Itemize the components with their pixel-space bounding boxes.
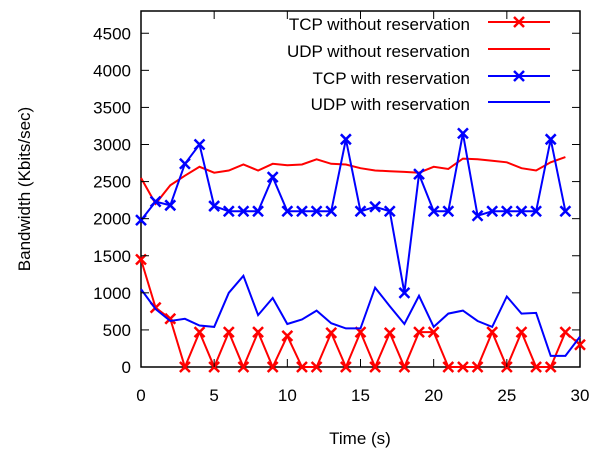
series-layer <box>135 127 586 373</box>
y-tick-label: 2000 <box>93 210 131 229</box>
data-point-0 <box>164 312 177 325</box>
data-point-2 <box>252 205 264 218</box>
series-line-0 <box>140 259 581 370</box>
legend-label-3: UDP with reservation <box>311 95 470 114</box>
y-tick-label: 0 <box>122 358 131 377</box>
data-point-2 <box>164 199 177 212</box>
x-tick-label: 0 <box>136 386 145 405</box>
data-point-2 <box>149 195 162 208</box>
data-point-2 <box>413 168 425 181</box>
data-point-2 <box>354 205 367 218</box>
y-tick-label: 1500 <box>93 247 131 266</box>
legend-label-2: TCP with reservation <box>313 69 470 88</box>
data-point-2 <box>193 138 206 151</box>
data-point-2 <box>383 205 396 218</box>
data-point-0 <box>296 361 308 373</box>
data-point-0 <box>486 326 499 339</box>
data-point-0 <box>398 361 411 373</box>
series-1 <box>140 156 566 206</box>
plot-frame <box>140 10 581 368</box>
x-tick-label: 10 <box>278 386 297 405</box>
series-line-1 <box>140 156 566 206</box>
x-axis-label: Time (s) <box>329 429 391 448</box>
data-point-2 <box>398 286 411 299</box>
data-point-0 <box>266 361 279 373</box>
series-line-3 <box>140 273 581 357</box>
data-point-2 <box>530 205 542 218</box>
data-point-2 <box>471 209 484 222</box>
x-tick-label: 15 <box>351 386 370 405</box>
data-point-0 <box>310 361 323 373</box>
data-point-2 <box>559 205 572 218</box>
legend-label-1: UDP without reservation <box>287 42 470 61</box>
data-point-0 <box>193 326 206 339</box>
data-point-2 <box>237 205 250 218</box>
data-point-0 <box>457 361 469 373</box>
series-0 <box>135 253 586 373</box>
data-point-2 <box>310 205 323 218</box>
data-point-0 <box>442 361 455 373</box>
data-point-2 <box>442 205 455 218</box>
legend-marker-2 <box>513 70 525 82</box>
data-point-2 <box>500 205 513 218</box>
data-point-2 <box>325 205 338 218</box>
y-axis-label: Bandwidth (Kbits/sec) <box>15 107 34 271</box>
data-point-0 <box>427 326 440 339</box>
data-point-0 <box>281 329 294 342</box>
legend-marker-0 <box>513 16 525 28</box>
data-point-0 <box>383 326 396 339</box>
data-point-2 <box>339 133 352 146</box>
data-point-0 <box>325 326 338 339</box>
y-tick-label: 4000 <box>93 61 131 80</box>
data-point-0 <box>179 361 191 373</box>
data-point-2 <box>544 133 557 146</box>
data-point-2 <box>222 205 235 218</box>
data-point-2 <box>135 214 147 227</box>
data-point-2 <box>266 171 279 184</box>
data-point-0 <box>559 326 572 339</box>
data-point-2 <box>369 200 382 213</box>
series-2 <box>135 127 572 299</box>
data-point-2 <box>208 200 221 212</box>
series-3 <box>140 273 581 357</box>
tick-layer: 0 5 10 15 20 25 30 0 500 1000 1500 2000 2500 3000 3500… <box>93 11 589 405</box>
y-tick-label: 3500 <box>93 98 131 117</box>
x-tick-label: 30 <box>571 386 590 405</box>
y-tick-label: 2500 <box>93 173 131 192</box>
data-point-0 <box>237 361 250 373</box>
x-tick-label: 25 <box>497 386 516 405</box>
y-tick-label: 1000 <box>93 284 131 303</box>
data-point-2 <box>457 127 469 140</box>
data-point-2 <box>179 157 191 170</box>
data-point-2 <box>427 205 440 218</box>
data-point-2 <box>281 205 294 218</box>
y-tick-label: 500 <box>103 321 131 340</box>
data-point-0 <box>339 361 352 373</box>
y-tick-label: 3000 <box>93 136 131 155</box>
data-point-0 <box>471 361 484 373</box>
data-point-0 <box>222 326 235 339</box>
data-point-2 <box>296 205 308 218</box>
legend-label-0: TCP without reservation <box>289 15 470 34</box>
data-point-0 <box>252 326 264 339</box>
data-point-0 <box>515 326 528 339</box>
y-tick-label: 4500 <box>93 24 131 43</box>
data-point-2 <box>486 205 499 218</box>
data-point-0 <box>369 361 382 373</box>
x-tick-label: 5 <box>209 386 218 405</box>
series-line-2 <box>140 133 567 293</box>
data-point-0 <box>413 326 425 339</box>
x-tick-label: 20 <box>424 386 443 405</box>
legend: TCP without reservation UDP without rese… <box>287 15 550 114</box>
data-point-0 <box>544 361 557 373</box>
data-point-2 <box>515 205 528 218</box>
data-point-0 <box>530 361 542 373</box>
